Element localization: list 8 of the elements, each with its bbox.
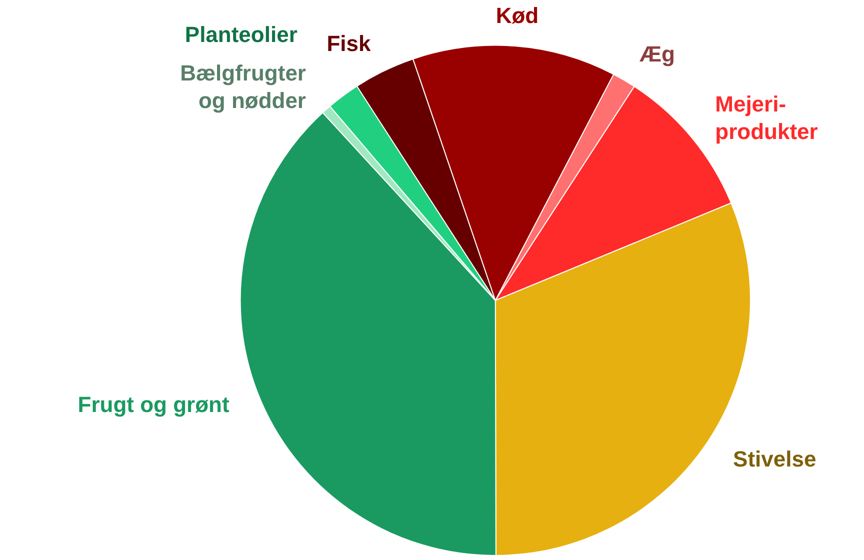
slice-label: Fisk bbox=[326, 30, 372, 56]
slice-label: Æg bbox=[640, 41, 675, 66]
slice-label: Stivelse bbox=[733, 446, 816, 472]
slice-label: Planteolier bbox=[184, 22, 298, 47]
slice-label: Mejeri-produkter bbox=[715, 92, 818, 144]
slice-label: Bælgfrugter og nødder bbox=[180, 60, 306, 113]
slice-label: Kød bbox=[496, 3, 539, 28]
slice-label: Frugt og grønt bbox=[78, 392, 230, 417]
